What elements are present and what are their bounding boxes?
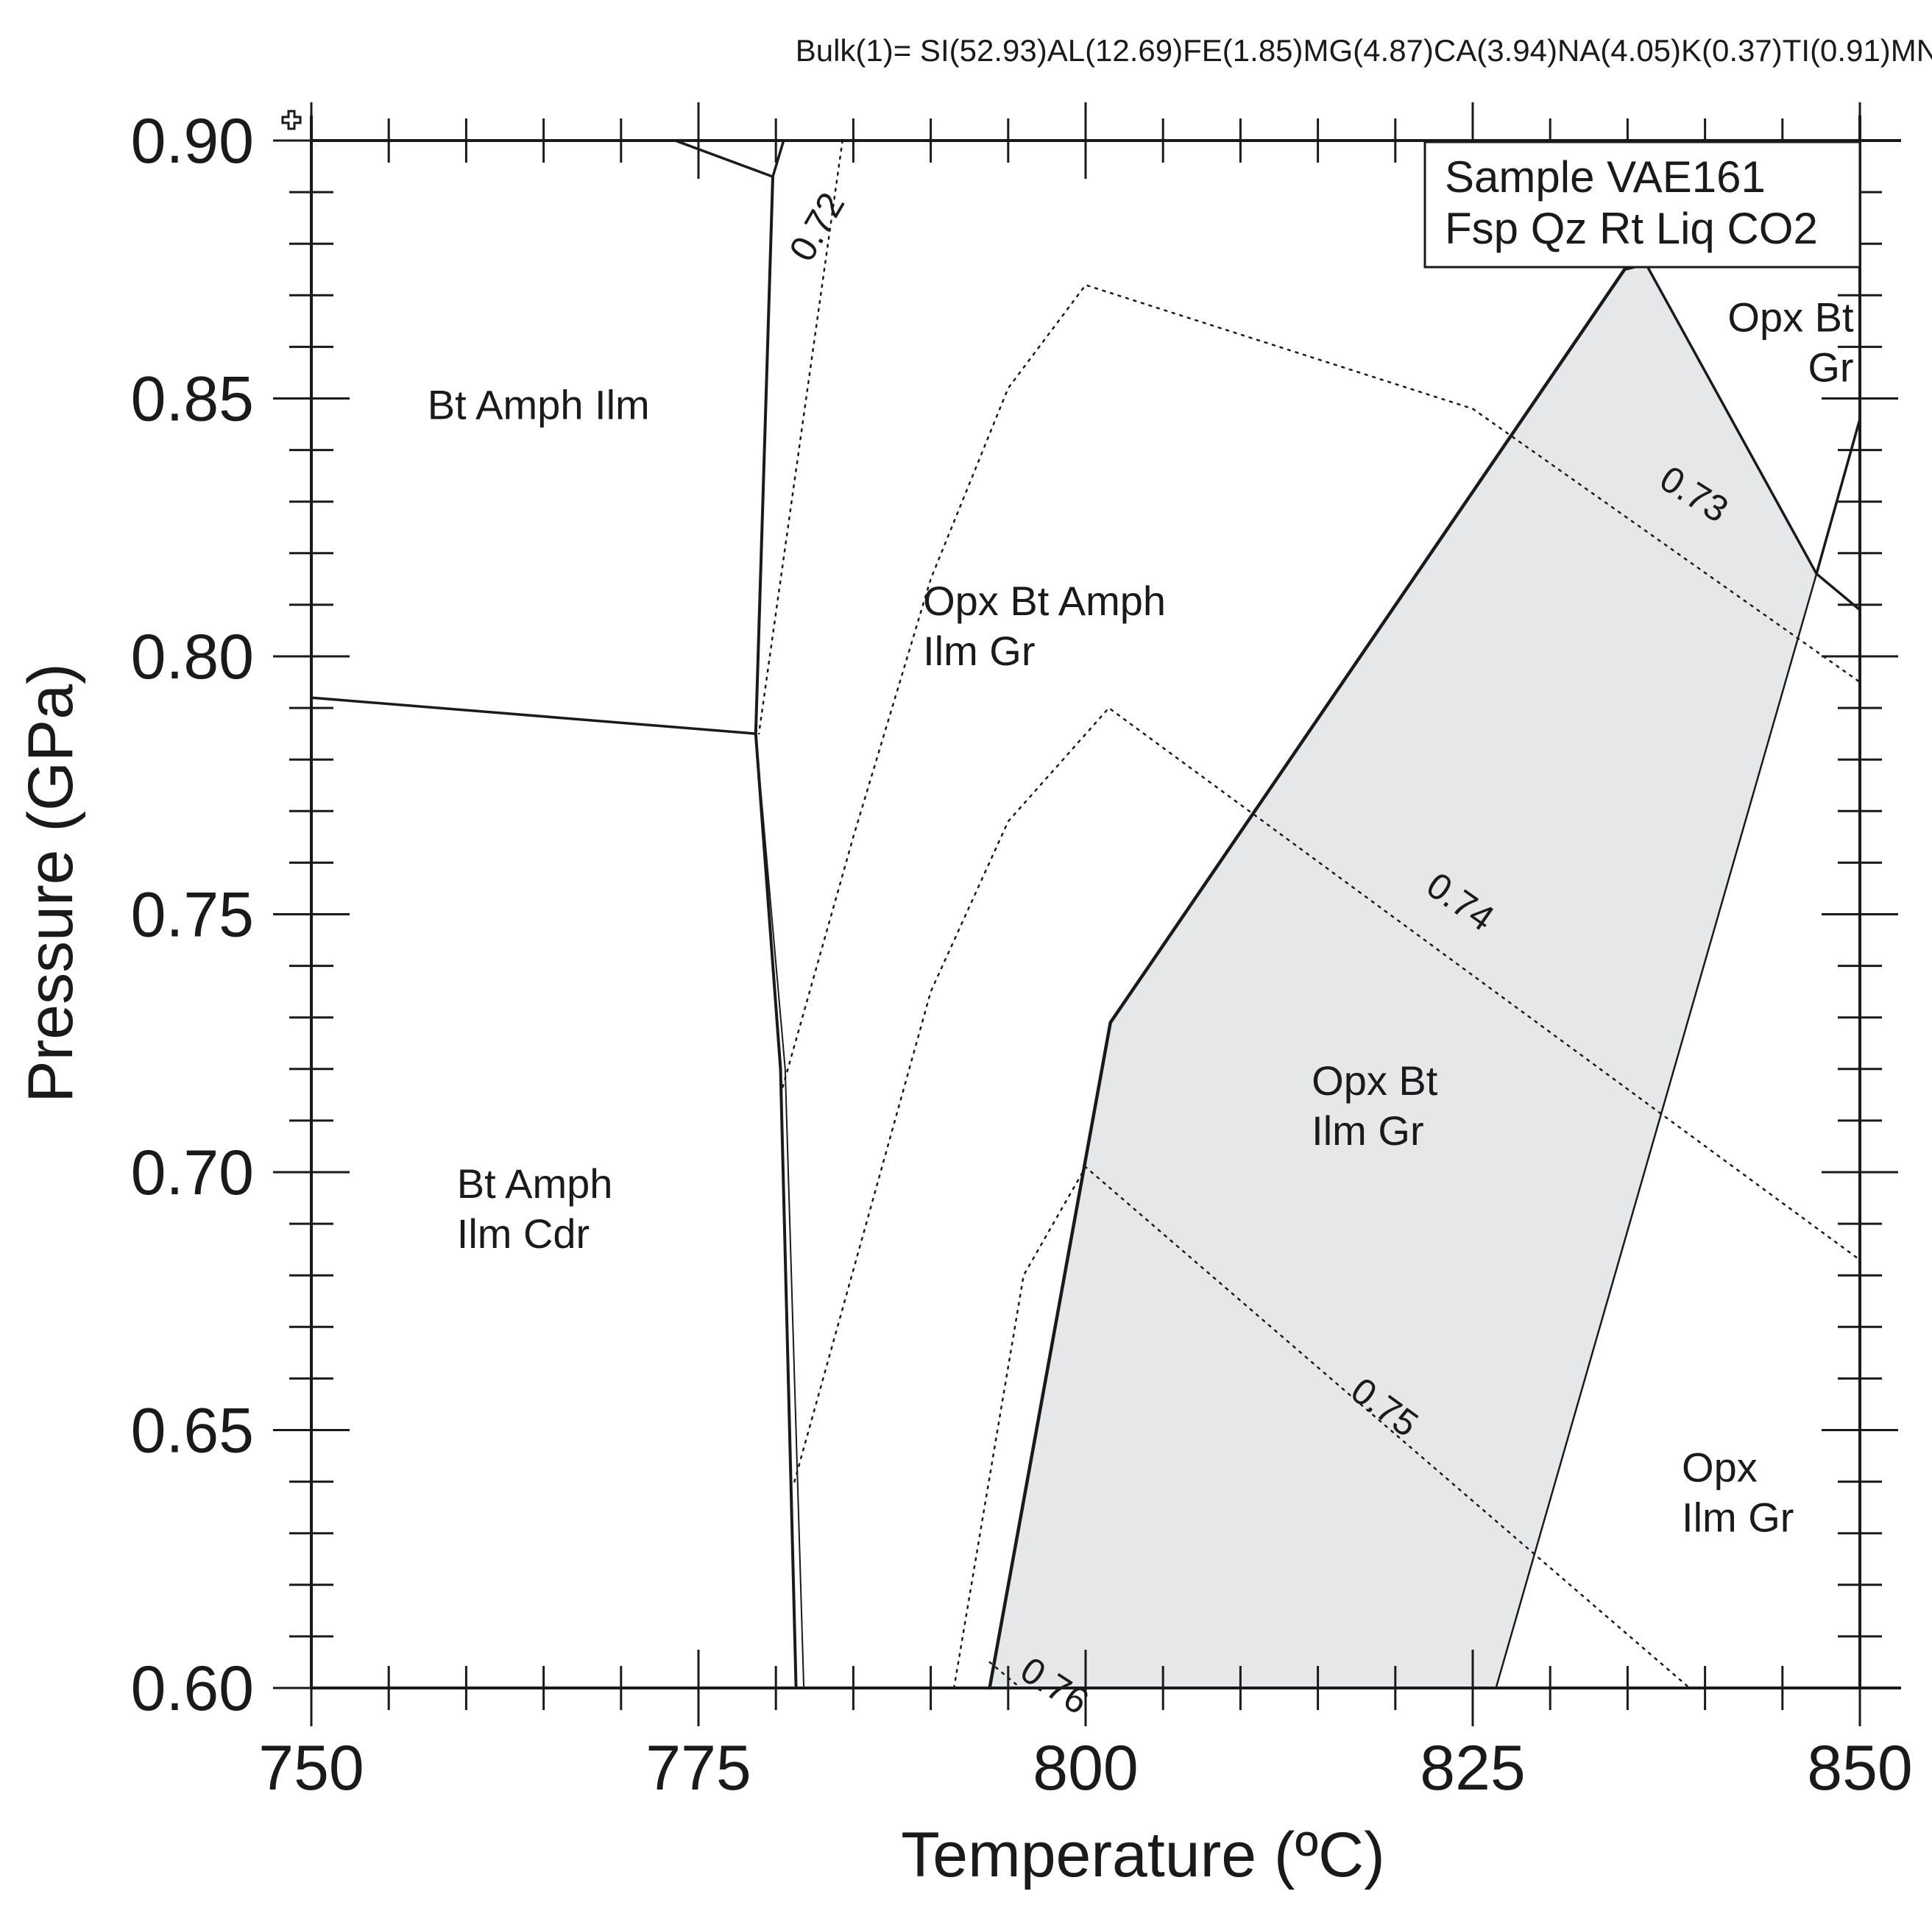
x-axis-title: Temperature (ºC) xyxy=(901,1820,1384,1890)
field-label: Opx Bt Amph Ilm Gr xyxy=(923,578,1166,674)
sample-box-line: Sample VAE161 xyxy=(1445,152,1766,202)
x-tick-label: 800 xyxy=(1033,1733,1139,1804)
field-boundary-line xyxy=(771,139,785,178)
y-axis-title: Pressure (GPa) xyxy=(15,663,86,1102)
y-tick-label: 0.80 xyxy=(131,622,254,692)
isopleth-line xyxy=(952,1166,1691,1689)
isopleth-label: 0.72 xyxy=(781,185,852,268)
y-tick-label: 0.70 xyxy=(131,1138,254,1208)
isopleth-line xyxy=(793,706,1861,1483)
field-label-line: Ilm Gr xyxy=(923,628,1035,674)
field-boundary-line xyxy=(754,733,805,1689)
y-tick-label: 0.65 xyxy=(131,1396,254,1467)
field-label: Bt Amph Ilm Cdr xyxy=(457,1160,613,1257)
bulk-composition-text: Bulk(1)= SI(52.93)AL(12.69)FE(1.85)MG(4.… xyxy=(796,33,1932,68)
field-boundary-line xyxy=(310,696,757,735)
field-boundary-line xyxy=(754,175,798,1689)
field-label: Opx Bt Gr xyxy=(1727,294,1854,390)
field-label-line: Ilm Gr xyxy=(1682,1494,1794,1541)
field-boundary-line xyxy=(988,268,1627,1690)
field-boundary-line xyxy=(1815,417,1861,575)
x-tick-label: 825 xyxy=(1420,1733,1526,1804)
sample-box-frame xyxy=(1423,141,1861,269)
shaded-stability-field xyxy=(989,264,1817,1689)
field-label-line: Bt Amph Ilm xyxy=(428,382,650,428)
field-label-line: Opx xyxy=(1682,1444,1758,1491)
isopleth-line xyxy=(779,283,1861,1096)
sample-box-line: Fsp Qz Rt Liq CO2 xyxy=(1445,204,1818,253)
field-boundary-line xyxy=(1495,572,1818,1689)
sample-box: Sample VAE161 Fsp Qz Rt Liq CO2 xyxy=(1423,141,1861,269)
field-label-line: Ilm Gr xyxy=(1312,1107,1423,1154)
field-label-line: Opx Bt xyxy=(1727,294,1854,340)
field-boundary-line xyxy=(673,139,774,178)
field-boundary-line xyxy=(1645,263,1818,575)
x-tick-label: 775 xyxy=(645,1733,751,1804)
x-tick-label: 750 xyxy=(258,1733,364,1804)
isopleth-line xyxy=(757,139,843,735)
field-label-line: Gr xyxy=(1808,344,1853,390)
x-tick-label: 850 xyxy=(1807,1733,1913,1804)
y-tick-label: 0.60 xyxy=(131,1653,254,1724)
crosshair-marker-icon xyxy=(281,110,302,130)
y-tick-label: 0.90 xyxy=(131,106,254,177)
field-label-line: Ilm Cdr xyxy=(457,1210,590,1257)
y-tick-label: 0.75 xyxy=(131,880,254,951)
field-label: Opx Bt Ilm Gr xyxy=(1312,1057,1438,1154)
field-label: Opx Ilm Gr xyxy=(1682,1444,1794,1541)
field-label-line: Opx Bt xyxy=(1312,1057,1438,1104)
field-label-line: Opx Bt Amph xyxy=(923,578,1166,624)
y-tick-label: 0.85 xyxy=(131,364,254,435)
field-label: Bt Amph Ilm xyxy=(428,382,650,428)
isopleth-line xyxy=(988,1661,1022,1689)
field-label-line: Bt Amph xyxy=(457,1160,613,1207)
